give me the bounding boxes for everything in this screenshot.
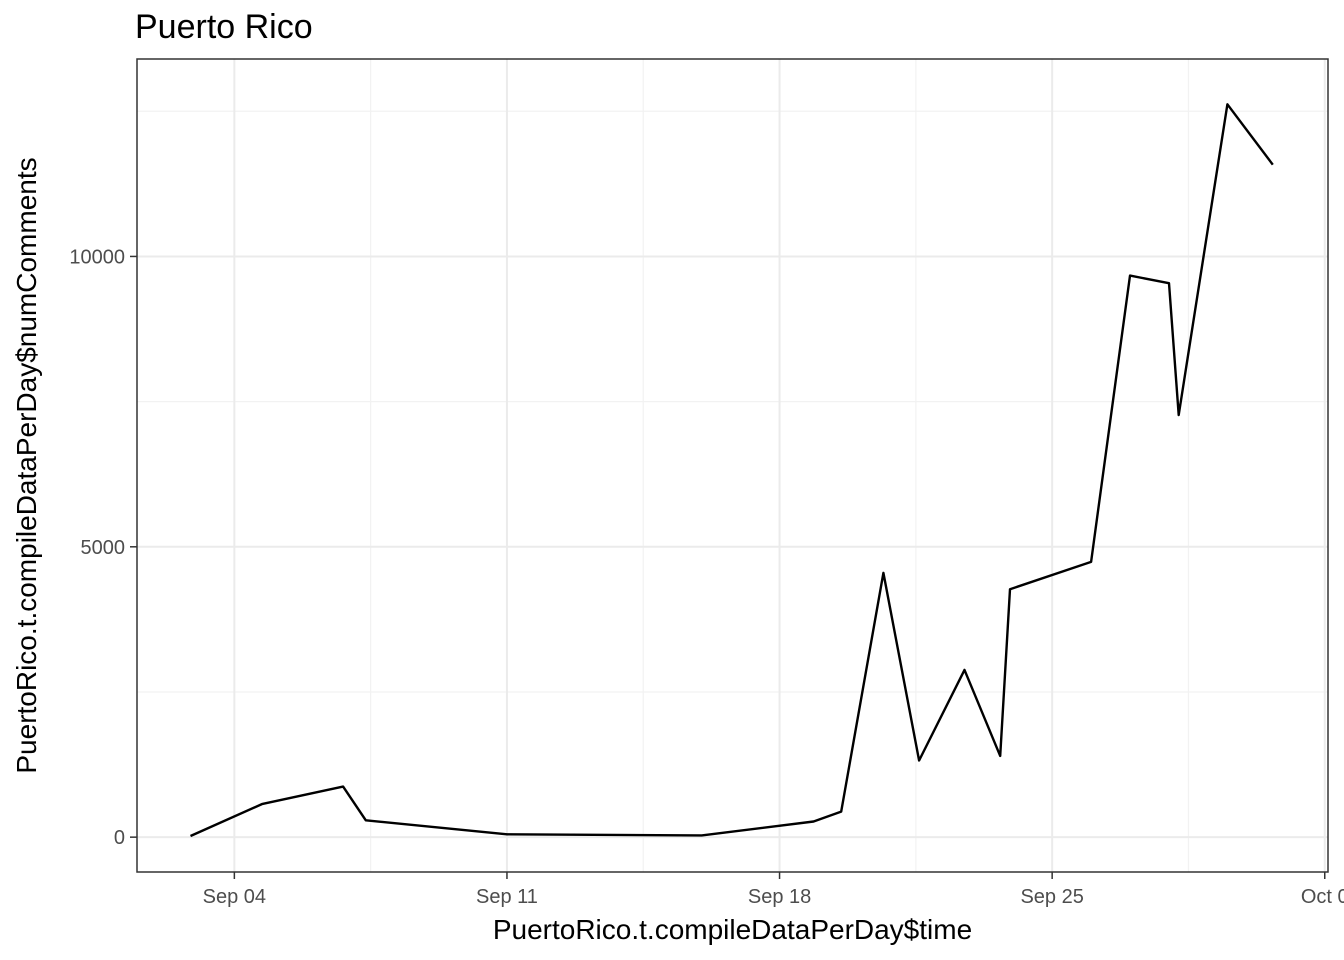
x-tick-label: Sep 11 [476, 886, 538, 908]
series-line-0 [190, 103, 1274, 838]
major-grid [137, 59, 1328, 872]
x-tick-label: Sep 18 [748, 886, 811, 908]
y-axis-title: PuertoRico.t.compileDataPerDay$numCommen… [11, 157, 42, 773]
series-layer [190, 103, 1274, 838]
x-tick-label: Sep 25 [1020, 886, 1083, 908]
y-tick-label: 5000 [81, 537, 126, 559]
x-axis: Sep 04 Sep 11 Sep 18 Sep 25 Oct 0 [203, 872, 1344, 908]
y-tick-label: 0 [114, 827, 125, 849]
x-tick-label: Sep 04 [203, 886, 266, 908]
y-axis: 0 5000 10000 [69, 246, 137, 849]
panel-border [136, 58, 1329, 873]
chart-title: Puerto Rico [135, 8, 313, 46]
minor-grid [137, 59, 1328, 872]
x-tick-label: Oct 0 [1301, 886, 1344, 908]
x-axis-title: PuertoRico.t.compileDataPerDay$time [493, 914, 972, 945]
y-tick-label: 10000 [69, 246, 125, 268]
